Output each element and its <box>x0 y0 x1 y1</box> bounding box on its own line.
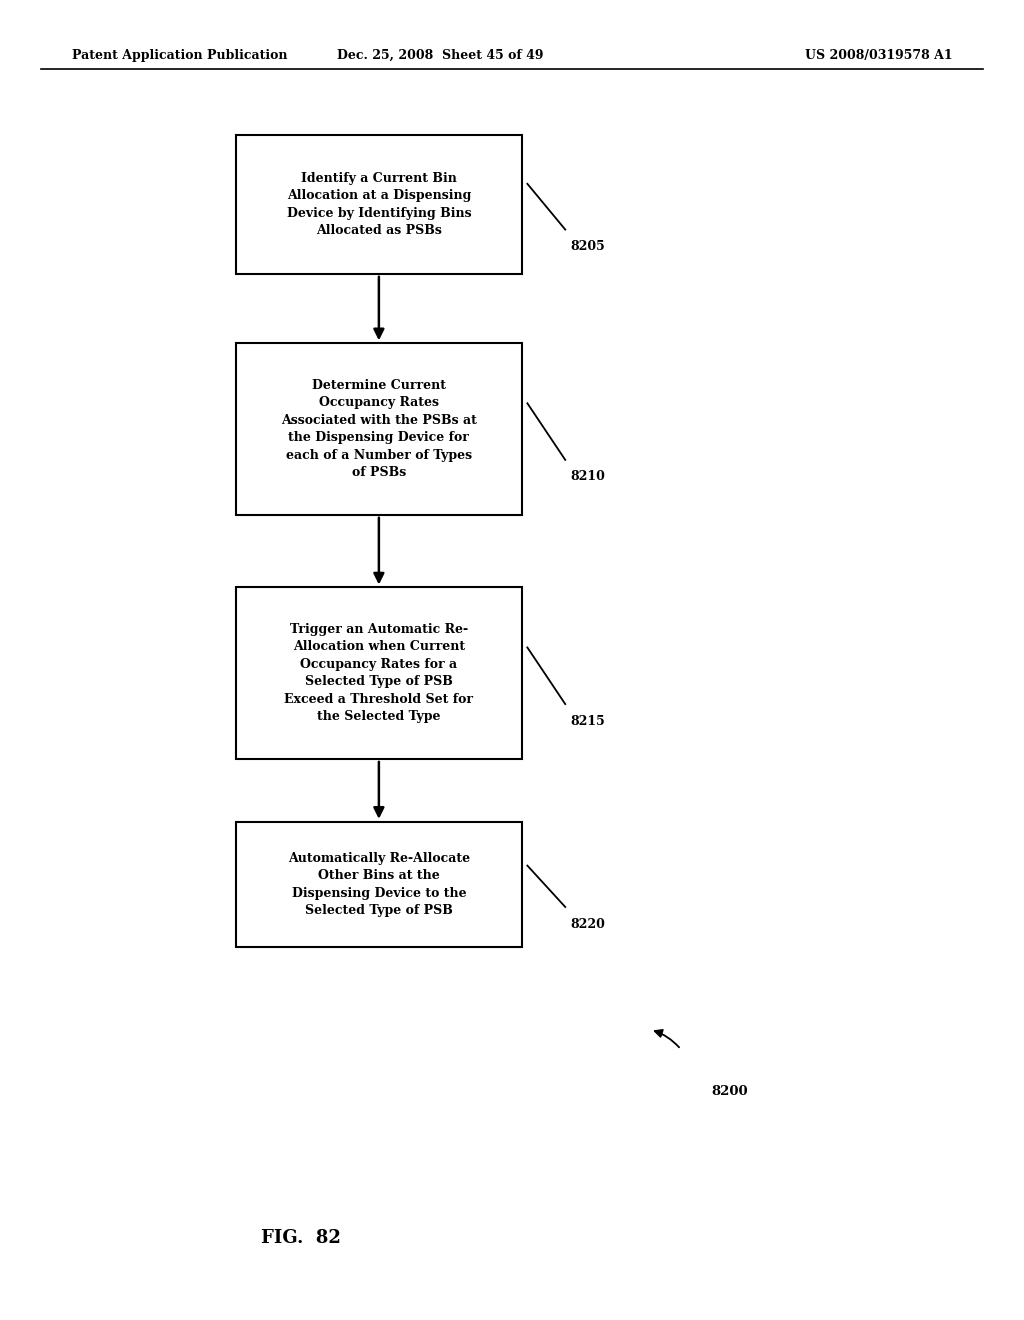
FancyBboxPatch shape <box>236 821 522 948</box>
Text: Trigger an Automatic Re-
Allocation when Current
Occupancy Rates for a
Selected : Trigger an Automatic Re- Allocation when… <box>285 623 473 723</box>
Text: 8200: 8200 <box>712 1085 749 1098</box>
Text: Patent Application Publication: Patent Application Publication <box>72 49 287 62</box>
Text: 8210: 8210 <box>570 470 605 483</box>
Text: 8215: 8215 <box>570 714 605 727</box>
Text: 8205: 8205 <box>570 240 605 253</box>
Text: FIG.  82: FIG. 82 <box>261 1229 341 1247</box>
FancyBboxPatch shape <box>236 343 522 515</box>
Text: US 2008/0319578 A1: US 2008/0319578 A1 <box>805 49 952 62</box>
Text: 8220: 8220 <box>570 917 605 931</box>
Text: Identify a Current Bin
Allocation at a Dispensing
Device by Identifying Bins
All: Identify a Current Bin Allocation at a D… <box>287 172 471 238</box>
FancyBboxPatch shape <box>236 587 522 759</box>
Text: Dec. 25, 2008  Sheet 45 of 49: Dec. 25, 2008 Sheet 45 of 49 <box>337 49 544 62</box>
Text: Determine Current
Occupancy Rates
Associated with the PSBs at
the Dispensing Dev: Determine Current Occupancy Rates Associ… <box>281 379 477 479</box>
FancyBboxPatch shape <box>236 135 522 275</box>
Text: Automatically Re-Allocate
Other Bins at the
Dispensing Device to the
Selected Ty: Automatically Re-Allocate Other Bins at … <box>288 851 470 917</box>
